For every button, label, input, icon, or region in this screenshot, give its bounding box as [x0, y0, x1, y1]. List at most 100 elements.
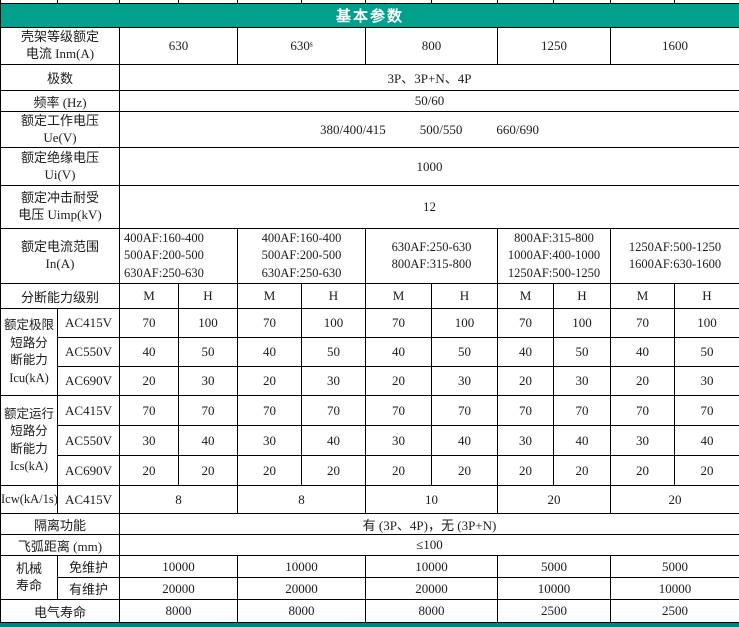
icu-value: 50	[674, 337, 739, 367]
current-range-line: 400AF:160-400	[124, 230, 204, 245]
icu-value: 40	[119, 337, 179, 367]
ics-value: 20	[178, 455, 238, 486]
icu-value: 50	[301, 337, 366, 367]
mech-life-value: 20000	[365, 577, 498, 600]
bottom-accent-bar	[0, 623, 739, 627]
current-range-col1: 400AF:160-400 500AF:200-500 630AF:250-63…	[119, 228, 238, 284]
icu-value: 20	[237, 366, 302, 396]
icu-voltage: AC550V	[57, 337, 120, 367]
ics-value: 20	[365, 455, 432, 486]
insulation-voltage-value: 1000	[119, 147, 739, 186]
current-range-line: 1000AF:400-1000	[507, 248, 601, 263]
mech-life-value: 10000	[237, 555, 366, 578]
elec-life-label: 电气寿命	[0, 599, 120, 623]
ics-value: 70	[610, 395, 675, 426]
ics-value: 40	[301, 425, 366, 456]
grade-value: H	[301, 283, 366, 309]
ics-value: 20	[674, 455, 739, 486]
isolation-label: 隔离功能	[0, 513, 120, 535]
current-range-line: 800AF:315-800	[514, 230, 594, 245]
grade-value: H	[431, 283, 498, 309]
icu-value: 40	[365, 337, 432, 367]
working-voltage-group1: 380/400/415	[320, 121, 386, 137]
icu-value: 70	[237, 308, 302, 338]
icu-label: 额定极限 短路分 断能力 Icu(kA)	[0, 308, 58, 396]
ics-label-line: 额定运行	[3, 406, 54, 421]
mech-life-value: 5000	[497, 555, 611, 578]
poles-label: 极数	[0, 64, 120, 91]
grade-value: M	[610, 283, 675, 309]
ics-value: 20	[301, 455, 366, 486]
mech-life-value: 5000	[610, 555, 739, 578]
current-range-line: 630AF:250-630	[261, 265, 342, 280]
icu-value: 40	[237, 337, 302, 367]
frame-rating-label-line1: 壳架等级额定	[20, 29, 99, 45]
icu-value: 100	[553, 308, 611, 338]
current-range-line: 1250AF:500-1250	[507, 265, 601, 280]
icu-value: 70	[610, 308, 675, 338]
ics-voltage: AC690V	[57, 455, 120, 486]
current-range-label-line1: 额定电流范围	[20, 239, 99, 255]
ics-voltage: AC415V	[57, 395, 120, 426]
frame-rating-value: 630ˢ	[237, 27, 366, 65]
current-range-line: 630AF:250-630	[124, 265, 204, 280]
icw-value: 20	[610, 485, 739, 514]
ics-value: 40	[431, 425, 498, 456]
ics-voltage: AC550V	[57, 425, 120, 456]
icw-value: 10	[365, 485, 498, 514]
icu-value: 50	[431, 337, 498, 367]
mech-life-value: 20000	[237, 577, 366, 600]
icu-voltage: AC690V	[57, 366, 120, 396]
icw-value: 20	[497, 485, 611, 514]
current-range-col3: 630AF:250-630 800AF:315-800	[365, 228, 498, 284]
icu-value: 100	[674, 308, 739, 338]
icw-label: Icw(kA/1s)	[0, 485, 58, 514]
icu-label-line: Icu(kA)	[9, 370, 49, 385]
ics-value: 70	[178, 395, 238, 426]
frame-rating-value: 1600	[610, 27, 739, 65]
frequency-label: 频率 (Hz)	[0, 90, 120, 112]
icu-value: 70	[365, 308, 432, 338]
current-range-line: 500AF:200-500	[261, 248, 342, 263]
icw-value: 8	[119, 485, 238, 514]
grade-value: H	[178, 283, 238, 309]
grade-value: M	[237, 283, 302, 309]
elec-life-value: 2500	[610, 599, 739, 623]
current-range-line: 630AF:250-630	[391, 239, 472, 254]
icu-value: 100	[301, 308, 366, 338]
working-voltage-group3: 660/690	[496, 121, 539, 137]
icu-value: 40	[497, 337, 554, 367]
insulation-voltage-label: 额定绝缘电压 Ui(V)	[0, 147, 120, 186]
ics-value: 70	[497, 395, 554, 426]
ics-value: 20	[610, 455, 675, 486]
isolation-value: 有 (3P、4P)，无 (3P+N)	[119, 513, 739, 535]
ics-value: 70	[237, 395, 302, 426]
icu-value: 40	[610, 337, 675, 367]
ics-value: 70	[553, 395, 611, 426]
ics-label-line: 断能力	[10, 441, 48, 456]
grade-value: H	[553, 283, 611, 309]
frequency-value: 50/60	[119, 90, 739, 112]
mech-life-value: 10000	[119, 555, 238, 578]
mech-life-value: 10000	[497, 577, 611, 600]
current-range-line: 400AF:160-400	[261, 230, 342, 245]
poles-value: 3P、3P+N、4P	[119, 64, 739, 91]
current-range-line: 800AF:315-800	[391, 257, 472, 271]
ics-value: 30	[497, 425, 554, 456]
ics-value: 20	[553, 455, 611, 486]
current-range-col4: 800AF:315-800 1000AF:400-1000 1250AF:500…	[497, 228, 611, 284]
icu-value: 20	[365, 366, 432, 396]
mech-life-label-line2: 寿命	[15, 577, 42, 593]
impulse-voltage-label: 额定冲击耐受 电压 Uimp(kV)	[0, 185, 120, 229]
icu-value: 30	[674, 366, 739, 396]
current-range-col2: 400AF:160-400 500AF:200-500 630AF:250-63…	[237, 228, 366, 284]
working-voltage-value: 380/400/415 500/550 660/690	[119, 111, 739, 148]
working-voltage-label: 额定工作电压 Ue(V)	[0, 111, 120, 148]
icu-value: 50	[553, 337, 611, 367]
insulation-voltage-label-line2: Ui(V)	[44, 166, 76, 182]
arc-distance-value: ≤100	[119, 534, 739, 556]
impulse-voltage-label-line2: 电压 Uimp(kV)	[18, 207, 102, 222]
working-voltage-group2: 500/550	[419, 121, 463, 137]
